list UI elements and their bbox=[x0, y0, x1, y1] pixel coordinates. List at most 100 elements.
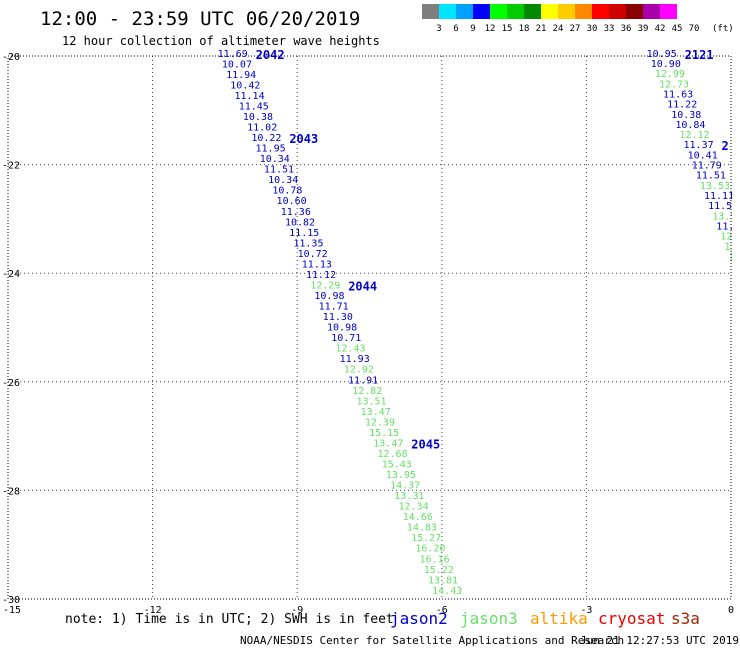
legend-label-18: 18 bbox=[518, 24, 530, 34]
swh-value: 10.34 bbox=[260, 154, 290, 165]
swh-value: 10.95 bbox=[647, 49, 677, 60]
legend-label-21: 21 bbox=[535, 24, 547, 34]
legend-swatch-15 bbox=[490, 4, 507, 19]
legend-label-24: 24 bbox=[552, 24, 564, 34]
swh-value: 10.60 bbox=[277, 196, 307, 207]
swh-value: 15.22 bbox=[424, 565, 454, 576]
legend-label-6: 6 bbox=[453, 24, 459, 34]
legend-unit: (ft) bbox=[712, 24, 734, 34]
swh-value: 11.30 bbox=[323, 312, 353, 323]
swh-value: 11.22 bbox=[667, 100, 697, 111]
swh-value: 11.45 bbox=[239, 101, 269, 112]
swh-value: 11.54 bbox=[708, 201, 738, 212]
swh-value: 15.43 bbox=[382, 459, 412, 470]
lon-tick-label: -15 bbox=[3, 605, 21, 616]
lat-tick-label: -22 bbox=[2, 161, 20, 172]
legend-swatch-3 bbox=[422, 4, 439, 19]
legend-label-9: 9 bbox=[470, 24, 476, 34]
lat-tick-label: -30 bbox=[2, 595, 20, 606]
legend-swatch-36 bbox=[609, 4, 626, 19]
pass-number-label: 2121 bbox=[685, 48, 714, 62]
swh-value: 11.51 bbox=[696, 171, 726, 182]
swh-value: 11.71 bbox=[319, 302, 349, 313]
legend-swatch-21 bbox=[524, 4, 541, 19]
swh-value: 10.38 bbox=[243, 112, 273, 123]
swh-value: 11.13 bbox=[302, 259, 332, 270]
swh-value: 13.47 bbox=[373, 438, 403, 449]
mission-jason3: jason3 bbox=[460, 609, 518, 628]
swh-value: 10.22 bbox=[251, 133, 281, 144]
pass-number-label: 2 bbox=[722, 139, 729, 153]
chart-title: 12:00 - 23:59 UTC 06/20/2019 bbox=[40, 8, 361, 30]
legend-label-12: 12 bbox=[484, 24, 496, 34]
swh-value: 12.12 bbox=[679, 130, 709, 141]
swh-value: 11.35 bbox=[293, 238, 323, 249]
legend-label-39: 39 bbox=[637, 24, 649, 34]
swh-value: 10.98 bbox=[314, 291, 344, 302]
legend-label-33: 33 bbox=[603, 24, 615, 34]
track-jason2: 11.6910.0711.9410.4211.1411.4510.3811.02… bbox=[218, 48, 463, 597]
legend-label-42: 42 bbox=[654, 24, 666, 34]
legend-swatch-39 bbox=[626, 4, 643, 19]
swh-value: 11.11 bbox=[704, 191, 734, 202]
lon-tick-label: -6 bbox=[436, 605, 448, 616]
legend-swatch-70 bbox=[677, 4, 694, 19]
chart-subtitle: 12 hour collection of altimeter wave hei… bbox=[62, 34, 380, 48]
swh-value: 16.16 bbox=[420, 554, 450, 565]
swh-value: 12.82 bbox=[352, 386, 382, 397]
swh-value: 12.92 bbox=[344, 365, 374, 376]
swh-value: 12.34 bbox=[399, 502, 429, 513]
pass-number-label: 2042 bbox=[256, 48, 285, 62]
credit-line: NOAA/NESDIS Center for Satellite Applica… bbox=[240, 634, 625, 647]
legend-label-30: 30 bbox=[586, 24, 598, 34]
pass-number-label: 2044 bbox=[348, 279, 377, 293]
lon-tick-label: -3 bbox=[580, 605, 592, 616]
footer-note: note: 1) Time is in UTC; 2) SWH is in fe… bbox=[65, 612, 394, 627]
swh-value: 14.83 bbox=[407, 523, 437, 534]
legend-swatch-42 bbox=[643, 4, 660, 19]
swh-value: 16.20 bbox=[415, 544, 445, 555]
mission-altika: altika bbox=[530, 609, 588, 628]
swh-value: 10.34 bbox=[268, 175, 298, 186]
swh-value: 10.98 bbox=[327, 323, 357, 334]
swh-value: 10.82 bbox=[285, 217, 315, 228]
swh-value: 10.38 bbox=[671, 110, 701, 121]
swh-value: 12.39 bbox=[365, 417, 395, 428]
swh-value: 11.95 bbox=[256, 144, 286, 155]
swh-value: 11.36 bbox=[281, 207, 311, 218]
legend-swatch-9 bbox=[456, 4, 473, 19]
swh-value: 11.02 bbox=[247, 123, 277, 134]
swh-value: 13.51 bbox=[356, 396, 386, 407]
swh-value: 13.95 bbox=[386, 470, 416, 481]
legend-label-36: 36 bbox=[620, 24, 632, 34]
pass-number-label: 2043 bbox=[289, 132, 318, 146]
legend-label-3: 3 bbox=[436, 24, 442, 34]
mission-s3a: s3a bbox=[671, 609, 700, 628]
swh-value: 11.63 bbox=[663, 89, 693, 100]
swh-value: 13.81 bbox=[428, 575, 458, 586]
swh-value: 14.43 bbox=[432, 586, 462, 597]
legend-swatch-33 bbox=[592, 4, 609, 19]
swh-value: 10.78 bbox=[272, 186, 302, 197]
issued-timestamp: Jun 21 12:27:53 UTC 2019 bbox=[580, 634, 739, 647]
swh-value: 10.84 bbox=[675, 120, 705, 131]
swh-value: 14.66 bbox=[403, 512, 433, 523]
swh-value: 10.71 bbox=[331, 333, 361, 344]
swh-value: 11.3 bbox=[716, 221, 740, 232]
lat-tick-label: -24 bbox=[2, 269, 20, 280]
lon-tick-label: 0 bbox=[728, 605, 734, 616]
map-grid bbox=[8, 56, 731, 599]
swh-value: 15.27 bbox=[411, 533, 441, 544]
legend-swatch-45 bbox=[660, 4, 677, 19]
swh-value: 10.90 bbox=[651, 59, 681, 70]
lat-tick-label: -26 bbox=[2, 378, 20, 389]
swh-value: 15.15 bbox=[369, 428, 399, 439]
lon-tick-label: -9 bbox=[291, 605, 303, 616]
swh-value: 10.07 bbox=[222, 59, 252, 70]
swh-value: 10.42 bbox=[230, 80, 260, 91]
swh-value: 13 bbox=[724, 242, 736, 253]
lon-tick-label: -12 bbox=[144, 605, 162, 616]
legend-label-70: 70 bbox=[688, 24, 700, 34]
right-mask bbox=[732, 0, 740, 600]
